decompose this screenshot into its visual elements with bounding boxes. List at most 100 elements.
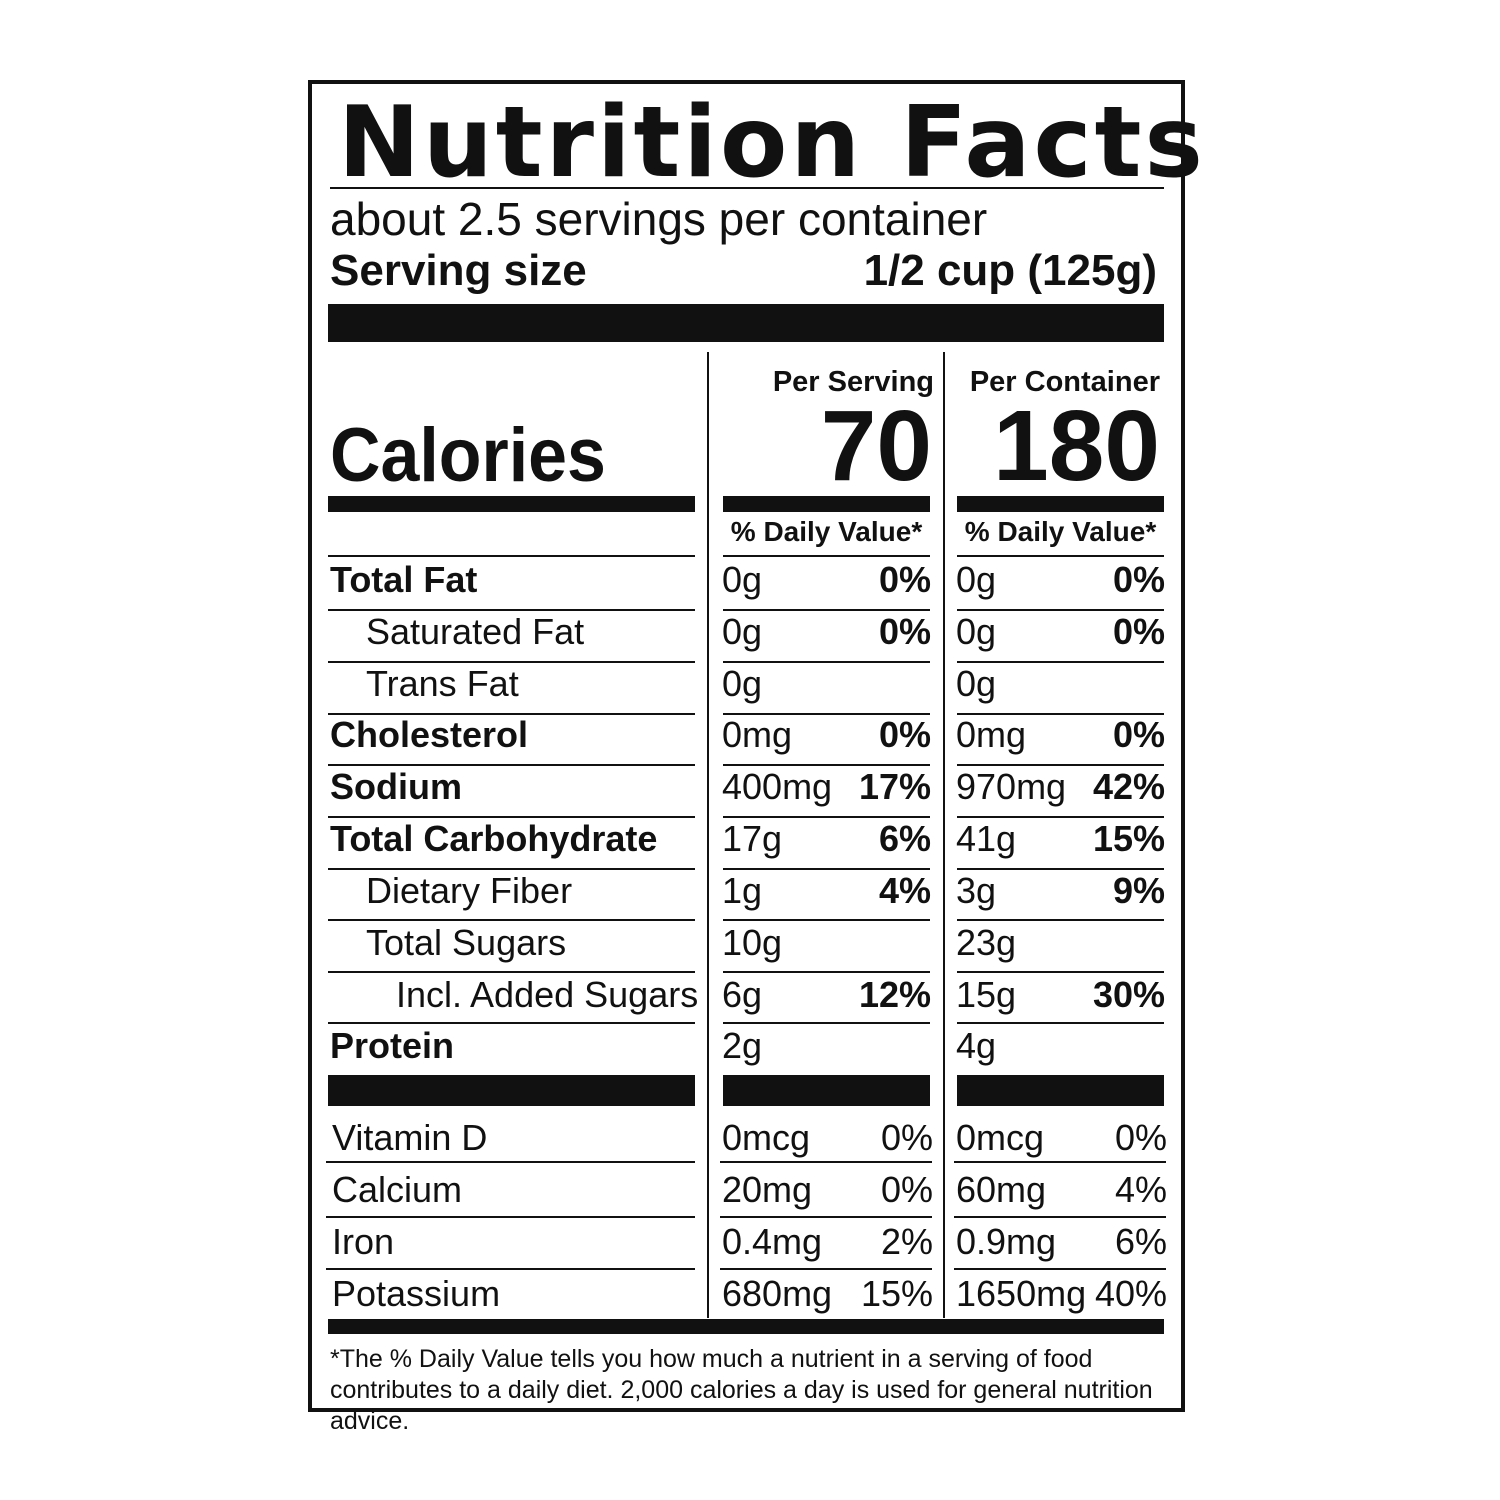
- serving-amount: 0g: [722, 559, 763, 600]
- serving-daily-value: 15%: [860, 1273, 933, 1314]
- serving-amount: 0g: [722, 663, 763, 704]
- nutrition-label: [308, 80, 1185, 1412]
- nutrient-name: Dietary Fiber: [366, 870, 573, 911]
- container-daily-value: 0%: [1112, 611, 1165, 652]
- serving-amount: 2g: [722, 1025, 763, 1066]
- row-divider-label: [328, 971, 695, 973]
- serving-amount: 0.4mg: [722, 1221, 823, 1262]
- row-divider-serving: [723, 971, 930, 973]
- container-amount: 4g: [956, 1025, 997, 1066]
- column-separator-right: [943, 352, 945, 1318]
- row-divider-label: [328, 1022, 695, 1024]
- calories-bar-serving: [723, 496, 930, 512]
- row-divider-serving: [723, 609, 930, 611]
- nutrient-name: Protein: [330, 1025, 455, 1066]
- daily-value-header-container: % Daily Value*: [964, 516, 1157, 547]
- container-amount: 0g: [956, 611, 997, 652]
- serving-daily-value: 12%: [858, 974, 931, 1015]
- row-divider-container: [957, 609, 1164, 611]
- row-divider-container: [957, 1022, 1164, 1024]
- row-divider-serving: [723, 764, 930, 766]
- container-amount: 970mg: [956, 766, 1067, 807]
- row-divider-serving: [723, 713, 930, 715]
- container-amount: 0mcg: [956, 1117, 1045, 1158]
- row-divider-label: [328, 919, 695, 921]
- container-daily-value: 4%: [1114, 1169, 1167, 1210]
- row-divider-label: [328, 609, 695, 611]
- calories-bar-container: [957, 496, 1164, 512]
- serving-amount: 6g: [722, 974, 763, 1015]
- container-daily-value: 0%: [1112, 559, 1165, 600]
- nutrient-name: Incl. Added Sugars: [396, 974, 699, 1015]
- serving-amount: 20mg: [722, 1169, 813, 1210]
- label-title: Nutrition Facts: [338, 86, 1206, 200]
- daily-value-header-serving: % Daily Value*: [730, 516, 923, 547]
- serving-amount: 0mg: [722, 714, 793, 755]
- per-container-header: Per Container: [969, 366, 1160, 398]
- container-amount: 60mg: [956, 1169, 1047, 1210]
- row-divider-serving: [723, 555, 930, 557]
- row-divider-container: [954, 1216, 1166, 1218]
- container-amount: 0.9mg: [956, 1221, 1057, 1262]
- per-serving-header: Per Serving: [772, 366, 934, 398]
- row-divider-container: [957, 868, 1164, 870]
- vitamin-name: Vitamin D: [332, 1117, 488, 1158]
- row-divider-serving: [720, 1268, 932, 1270]
- vitamin-name: Iron: [332, 1221, 395, 1262]
- vitamin-name: Calcium: [332, 1169, 463, 1210]
- title-divider: [330, 187, 1164, 189]
- container-amount: 41g: [956, 818, 1017, 859]
- container-daily-value: 30%: [1092, 974, 1165, 1015]
- container-amount: 23g: [956, 922, 1017, 963]
- serving-daily-value: 0%: [878, 611, 931, 652]
- serving-daily-value: 0%: [880, 1169, 933, 1210]
- container-daily-value: 0%: [1114, 1117, 1167, 1158]
- row-divider-label: [326, 1268, 695, 1270]
- nutrient-name: Sodium: [330, 766, 462, 807]
- serving-amount: 17g: [722, 818, 783, 859]
- row-divider-label: [328, 868, 695, 870]
- nutrient-name: Total Sugars: [366, 922, 567, 963]
- nutrient-name: Saturated Fat: [366, 611, 585, 652]
- servings-per-container: about 2.5 servings per container: [330, 193, 988, 245]
- container-daily-value: 40%: [1094, 1273, 1167, 1314]
- nutrient-name: Cholesterol: [330, 714, 529, 755]
- footnote: *The % Daily Value tells you how much a …: [330, 1345, 1153, 1435]
- serving-daily-value: 4%: [878, 870, 931, 911]
- row-divider-serving: [723, 661, 930, 663]
- container-daily-value: 42%: [1092, 766, 1165, 807]
- container-amount: 3g: [956, 870, 997, 911]
- row-divider-container: [957, 661, 1164, 663]
- serving-amount: 1g: [722, 870, 763, 911]
- row-divider-serving: [723, 1022, 930, 1024]
- row-divider-container: [957, 919, 1164, 921]
- row-divider-label: [328, 555, 695, 557]
- calories-label: Calories: [330, 413, 606, 498]
- container-amount: 0g: [956, 663, 997, 704]
- serving-daily-value: 0%: [880, 1117, 933, 1158]
- row-divider-container: [957, 816, 1164, 818]
- container-amount: 0g: [956, 559, 997, 600]
- serving-amount: 0mcg: [722, 1117, 811, 1158]
- row-divider-serving: [720, 1216, 932, 1218]
- container-amount: 15g: [956, 974, 1017, 1015]
- container-amount: 1650mg: [956, 1273, 1087, 1314]
- calories-per-serving: 70: [820, 390, 932, 502]
- calories-per-container: 180: [993, 390, 1160, 502]
- nutrient-name: Total Fat: [330, 559, 478, 600]
- row-divider-serving: [720, 1161, 932, 1163]
- serving-daily-value: 0%: [878, 559, 931, 600]
- serving-amount: 400mg: [722, 766, 833, 807]
- container-daily-value: 0%: [1112, 714, 1165, 755]
- vitamin-name: Potassium: [332, 1273, 501, 1314]
- row-divider-label: [328, 764, 695, 766]
- serving-daily-value: 6%: [878, 818, 931, 859]
- serving-amount: 0g: [722, 611, 763, 652]
- calories-bar-label: [328, 496, 695, 512]
- serving-daily-value: 0%: [878, 714, 931, 755]
- row-divider-serving: [723, 919, 930, 921]
- container-daily-value: 6%: [1114, 1221, 1167, 1262]
- row-divider-label: [326, 1161, 695, 1163]
- serving-size-label: Serving size: [330, 246, 587, 295]
- serving-amount: 10g: [722, 922, 783, 963]
